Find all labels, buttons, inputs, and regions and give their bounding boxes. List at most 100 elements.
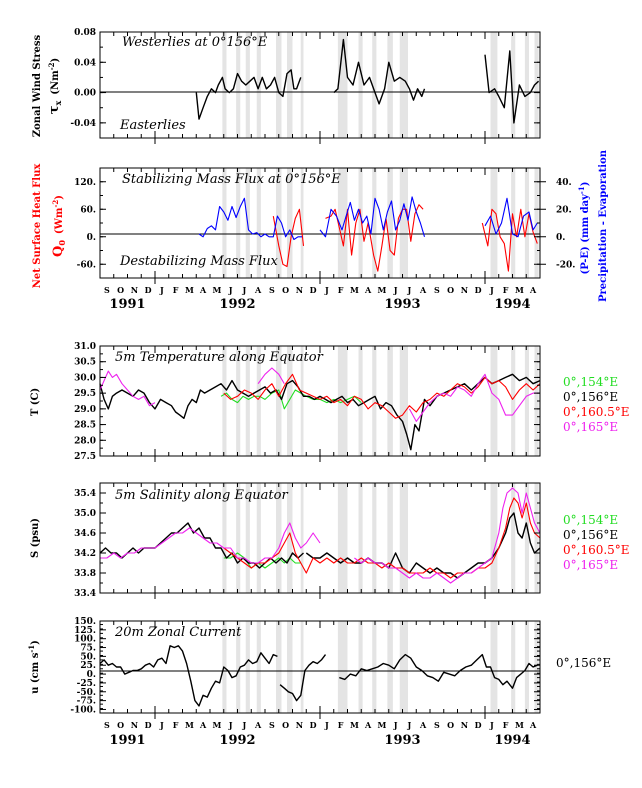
month-label: N	[131, 285, 138, 295]
year-label: 1991	[109, 733, 145, 748]
month-label: D	[475, 720, 482, 730]
series-line-0-160-5-e	[223, 497, 541, 579]
legend-154e: 0°,154°E	[563, 375, 618, 389]
y-axis-unit-right-text: (P-E) (mm day-1)	[577, 182, 591, 275]
series-line-0-165-e	[99, 370, 156, 407]
month-label: N	[296, 720, 303, 730]
westerly-burst-band	[358, 168, 363, 278]
month-label: F	[338, 285, 344, 295]
y-axis-title-text: u (cm s-1)	[27, 640, 41, 694]
series-line-precipitation-evaporation	[198, 197, 303, 241]
x-ticks	[99, 621, 541, 719]
westerly-burst-band	[524, 32, 529, 138]
y-tick-label: 60.	[80, 205, 96, 215]
y-tick-label: 28.0	[74, 436, 96, 446]
westerly-burst-band	[222, 483, 227, 593]
y-tick-label: 0.08	[74, 28, 96, 38]
westerly-burst-band	[387, 621, 393, 713]
legend-160e: 0°,160.5°E	[563, 405, 630, 419]
month-label: J	[393, 285, 398, 295]
annotation-easterlies: Easterlies	[119, 118, 186, 133]
westerly-burst-band	[300, 621, 304, 713]
series-lines	[198, 196, 538, 272]
y-axis-unit-left-open: (Wm	[54, 207, 65, 234]
westerly-burst-band	[222, 346, 227, 456]
series-line-0-156-e	[484, 50, 540, 124]
y-ticks-right: 40. 20. 0. -20.	[540, 178, 575, 270]
panel-title: 5m Salinity along Equator	[115, 488, 288, 503]
y-axis-tau: τ	[47, 105, 62, 114]
westerly-burst-band	[256, 168, 261, 278]
y-axis-title: u (cm s-1)	[27, 640, 41, 694]
y-ticks: 150.125.100.75.50.25.0.-25.-50.-75.-100.	[70, 617, 540, 715]
westerly-burst-band	[490, 32, 498, 138]
series-lines	[99, 487, 541, 584]
y-tick-label: 50.	[80, 652, 96, 662]
y-tick-label: -100.	[70, 705, 96, 715]
month-label: J	[324, 285, 329, 295]
y-tick-label: -0.04	[70, 119, 96, 129]
westerly-burst-band	[256, 621, 261, 713]
y-tick-label: 35.4	[74, 489, 96, 499]
month-label: A	[364, 720, 372, 730]
y-axis-title-text: Zonal Wind Stress	[32, 34, 43, 137]
series-line-0-156-e	[99, 373, 541, 451]
month-label: A	[254, 285, 262, 295]
y-tick-label: 150.	[74, 617, 96, 627]
month-label: J	[159, 720, 164, 730]
month-label: A	[199, 285, 207, 295]
y-tick-label: -25.	[77, 679, 96, 689]
month-label: O	[117, 285, 124, 295]
y-tick-label: 120.	[74, 178, 96, 188]
month-label: O	[447, 720, 454, 730]
panel-temperature: 31.0 30.5 30.0 29.5 29.0 28.5 28.0 27.5 5m Temp…	[30, 342, 630, 462]
y-tick-label: 0.	[87, 233, 96, 243]
series-lines	[99, 645, 538, 707]
month-label: D	[310, 285, 317, 295]
y-tick-right-label: 20.	[556, 205, 572, 215]
month-label: O	[282, 285, 289, 295]
y-tick-label: 34.2	[74, 549, 96, 559]
series-line-net-surface-heat-flux	[325, 204, 424, 272]
month-label: J	[406, 720, 411, 730]
westerly-burst-band	[287, 621, 293, 713]
y-axis-title-open: u (cm s	[30, 652, 41, 694]
annotation-westerlies: Westerlies at 0°156°E	[122, 35, 268, 50]
westerly-burst-band	[236, 621, 241, 713]
y-axis-unit: τx (Nm-2)	[47, 58, 63, 115]
y-tick-label: 100.	[74, 635, 96, 645]
series-line-precipitation-evaporation	[484, 197, 538, 238]
month-label: A	[529, 720, 537, 730]
westerly-burst-band	[524, 346, 529, 456]
y-tick-label: 35.0	[74, 509, 96, 519]
month-label: N	[461, 285, 468, 295]
westerly-burst-band	[399, 346, 408, 456]
westerly-burst-band	[276, 621, 282, 713]
westerly-burst-band	[276, 168, 282, 278]
y-axis-unit-text: τx (Nm-2)	[47, 58, 63, 115]
month-label: M	[350, 720, 359, 730]
month-label: J	[393, 720, 398, 730]
y-axis-title: Zonal Wind Stress	[32, 34, 43, 137]
y-axis-unit-right-exp: -1	[577, 186, 586, 194]
y-ticks: 0.08 0.04 0.00 -0.04	[70, 28, 540, 139]
panel-wind-stress: 0.080.040.00-0.04 Westerlies at 0°156°E …	[32, 28, 541, 144]
y-tick-label: -75.	[77, 697, 96, 707]
y-axis-unit-left-text: Q0 (Wm-2)	[51, 195, 67, 257]
y-axis-unit-right: (P-E) (mm day-1)	[577, 182, 591, 275]
y-axis-unit-left-exp: -2	[51, 200, 60, 208]
y-axis-unit-right-close: )	[580, 182, 591, 187]
year-label: 1992	[219, 297, 255, 312]
month-label: J	[228, 285, 233, 295]
legend: 0°,154°E 0°,156°E 0°,160.5°E 0°,165°E	[563, 513, 630, 572]
legend-156e: 0°,156°E	[563, 390, 618, 404]
series-lines	[99, 367, 541, 451]
y-axis-unit-right-open: (P-E) (mm day	[580, 193, 591, 275]
westerly-burst-band	[511, 346, 516, 456]
westerly-burst-band	[300, 346, 304, 456]
westerly-burst-band	[490, 621, 498, 713]
y-tick-label: 25.	[80, 661, 96, 671]
month-label: A	[199, 720, 207, 730]
y-tick-right-label: 0.	[556, 233, 565, 243]
month-label: M	[350, 285, 359, 295]
